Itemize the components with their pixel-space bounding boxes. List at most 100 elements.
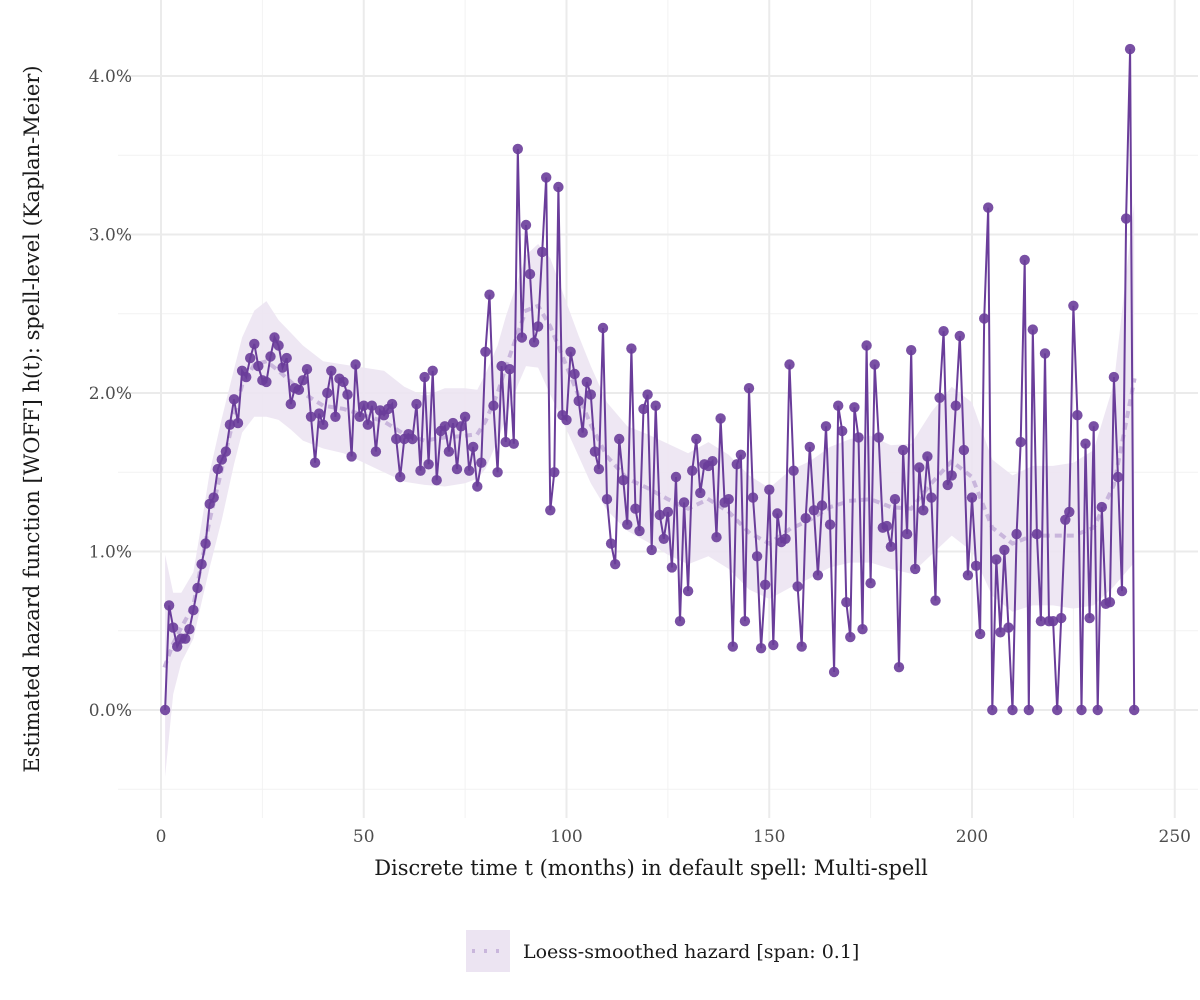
loess-smoothed-line	[162, 303, 1137, 669]
hazard-point	[857, 624, 868, 635]
hazard-point	[212, 463, 223, 475]
hazard-point	[468, 441, 479, 453]
hazard-point	[658, 533, 669, 544]
y-axis-ticks: 0.0% 1.0% 2.0% 3.0% 4.0%	[89, 67, 132, 721]
hazard-point	[824, 519, 836, 530]
hazard-point	[695, 487, 706, 499]
x-tick-label: 0	[156, 827, 167, 847]
x-tick-label: 200	[956, 827, 988, 847]
hazard-point	[764, 484, 775, 495]
hazard-point	[974, 628, 986, 640]
hazard-point	[788, 465, 799, 476]
hazard-point	[938, 326, 949, 337]
y-axis-title: Estimated hazard function [WOFF] h(t): s…	[20, 65, 44, 772]
hazard-point	[464, 465, 475, 476]
hazard-point	[1027, 324, 1039, 335]
hazard-point	[950, 400, 961, 411]
hazard-point	[687, 465, 698, 476]
y-tick-label: 2.0%	[89, 384, 132, 404]
hazard-point	[281, 352, 292, 364]
hazard-point	[926, 492, 937, 503]
hazard-point	[366, 400, 378, 411]
hazard-point	[772, 508, 783, 519]
hazard-point	[305, 411, 317, 422]
hazard-point	[958, 444, 970, 456]
hazard-point	[1076, 704, 1087, 716]
hazard-point	[614, 433, 625, 445]
hazard-point	[678, 497, 690, 508]
hazard-point	[415, 465, 426, 476]
hazard-point	[804, 441, 815, 453]
hazard-point	[346, 451, 357, 462]
hazard-point	[249, 338, 260, 350]
hazard-point	[1015, 436, 1026, 448]
hazard-point	[1052, 704, 1063, 716]
hazard-point	[682, 585, 694, 597]
hazard-point	[1007, 704, 1018, 716]
hazard-point	[342, 389, 353, 400]
hazard-point	[784, 359, 795, 370]
hazard-point	[626, 343, 637, 354]
hazard-point	[760, 579, 771, 590]
hazard-point	[970, 560, 982, 571]
hazard-point	[820, 421, 832, 432]
hazard-point	[350, 359, 361, 370]
hazard-point	[646, 544, 657, 556]
hazard-point	[914, 462, 925, 473]
hazard-point	[407, 433, 418, 445]
hazard-point	[451, 463, 463, 475]
hazard-point	[865, 578, 876, 589]
hazard-point	[853, 432, 864, 443]
hazard-point	[354, 411, 365, 422]
hazard-point	[601, 494, 613, 505]
hazard-point	[573, 395, 584, 407]
hazard-point	[1023, 704, 1034, 716]
hazard-point	[188, 604, 199, 616]
hazard-point	[691, 433, 702, 445]
hazard-point	[391, 433, 402, 445]
y-tick-label: 1.0%	[89, 543, 132, 563]
hazard-point	[480, 346, 491, 357]
hazard-point	[922, 451, 933, 462]
hazard-point	[476, 457, 487, 468]
hazard-point	[358, 400, 369, 411]
hazard-point	[524, 268, 536, 280]
hazard-point	[168, 622, 179, 633]
hazard-point	[670, 471, 682, 483]
hazard-point	[553, 181, 564, 193]
hazard-point	[537, 246, 548, 258]
hazard-point	[395, 471, 406, 483]
hazard-point	[585, 389, 596, 400]
hazard-point	[885, 541, 897, 552]
hazard-point	[841, 597, 852, 608]
hazard-point	[516, 332, 528, 343]
hazard-point	[845, 631, 856, 643]
x-tick-label: 150	[753, 827, 785, 847]
hazard-point	[906, 345, 917, 356]
hazard-point	[849, 402, 860, 413]
hazard-point	[812, 570, 824, 581]
hazard-point	[285, 398, 296, 410]
hazard-point	[192, 582, 203, 594]
hazard-point	[707, 456, 718, 467]
hazard-point	[1039, 348, 1051, 359]
hazard-point	[650, 400, 661, 411]
hazard-point	[833, 400, 844, 411]
hazard-point	[245, 352, 256, 364]
hazard-point	[330, 411, 341, 422]
hazard-point	[561, 414, 572, 426]
hazard-point	[889, 494, 901, 505]
hazard-point	[159, 704, 171, 716]
hazard-point	[731, 459, 742, 470]
hazard-point	[541, 172, 552, 183]
hazard-point	[816, 500, 828, 511]
hazard-point	[273, 340, 284, 351]
hazard-point	[504, 364, 515, 375]
hazard-point	[241, 371, 252, 383]
hazard-point	[569, 368, 580, 380]
hazard-point	[800, 513, 811, 524]
hazard-point	[837, 425, 848, 437]
hazard-point	[1060, 514, 1071, 525]
hazard-point	[261, 376, 272, 388]
hazard-point	[918, 505, 929, 516]
